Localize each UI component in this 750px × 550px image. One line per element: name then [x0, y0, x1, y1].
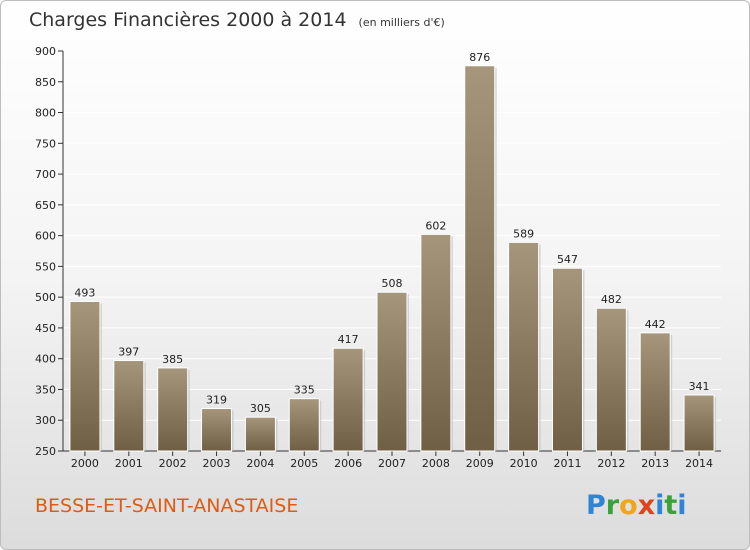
x-tick-label-2010: 2010 [510, 457, 538, 470]
x-tick-label-2009: 2009 [466, 457, 494, 470]
bar-2005 [288, 398, 320, 452]
value-label-2010: 589 [513, 227, 534, 240]
x-tick-label-2001: 2001 [115, 457, 143, 470]
value-label-2008: 602 [425, 219, 446, 232]
y-tick-label: 900 [35, 45, 56, 58]
chart-subtitle: (en milliers d'€) [358, 16, 445, 29]
tick-labels: 250 300 350 400 450 500 550 600 650 700 750 800 850 9… [35, 45, 713, 470]
bar-2006 [332, 347, 364, 452]
y-tick-label: 300 [35, 414, 56, 427]
y-tick-label: 500 [35, 291, 56, 304]
value-label-2001: 397 [118, 346, 139, 359]
bar-2014 [683, 394, 715, 452]
y-tick-label: 800 [35, 107, 56, 120]
bar-2000 [69, 300, 101, 452]
bar-2013 [639, 332, 671, 452]
x-tick-label-2006: 2006 [334, 457, 362, 470]
x-tick-label-2000: 2000 [71, 457, 99, 470]
value-label-2011: 547 [557, 253, 578, 266]
value-label-2002: 385 [162, 353, 183, 366]
value-label-2013: 442 [645, 318, 666, 331]
bar-2009 [464, 65, 496, 452]
y-tick-label: 550 [35, 260, 56, 273]
x-tick-label-2002: 2002 [159, 457, 187, 470]
x-tick-label-2014: 2014 [685, 457, 713, 470]
x-tick-label-2004: 2004 [246, 457, 274, 470]
bar-2003 [201, 408, 233, 452]
y-tick-label: 600 [35, 230, 56, 243]
bar-2012 [595, 307, 627, 452]
bar-2004 [244, 416, 276, 452]
title-text: Charges Financières 2000 à 2014 [29, 9, 347, 31]
x-tick-label-2007: 2007 [378, 457, 406, 470]
y-tick-label: 400 [35, 353, 56, 366]
y-tick-label: 700 [35, 168, 56, 181]
value-label-2004: 305 [250, 402, 271, 415]
y-tick-label: 750 [35, 137, 56, 150]
y-tick-label: 850 [35, 76, 56, 89]
commune-name: BESSE-ET-SAINT-ANASTAISE [35, 495, 299, 517]
value-label-2006: 417 [338, 333, 359, 346]
data-labels: 493 397 385 319 305 335 417 508 602 876 589 547 482 4… [74, 51, 709, 415]
x-tick-label-2008: 2008 [422, 457, 450, 470]
y-tick-label: 350 [35, 383, 56, 396]
value-label-2009: 876 [469, 51, 490, 64]
bar-2001 [113, 360, 145, 452]
x-tick-label-2003: 2003 [203, 457, 231, 470]
x-tick-label-2013: 2013 [641, 457, 669, 470]
bars [69, 65, 717, 452]
value-label-2003: 319 [206, 394, 227, 407]
value-label-2014: 341 [689, 380, 710, 393]
proxiti-logo: Proxiti [586, 490, 687, 521]
x-tick-label-2011: 2011 [553, 457, 581, 470]
bar-2007 [376, 291, 408, 452]
x-tick-label-2012: 2012 [597, 457, 625, 470]
y-tick-label: 450 [35, 322, 56, 335]
value-label-2012: 482 [601, 293, 622, 306]
value-label-2000: 493 [74, 286, 95, 299]
y-tick-label: 650 [35, 199, 56, 212]
bar-2011 [551, 267, 583, 452]
bar-2010 [508, 241, 540, 452]
value-label-2007: 508 [382, 277, 403, 290]
value-label-2005: 335 [294, 384, 315, 397]
bar-2008 [420, 233, 452, 452]
bar-2002 [157, 367, 189, 452]
x-tick-label-2005: 2005 [290, 457, 318, 470]
chart-title: Charges Financières 2000 à 2014 (en milli… [29, 9, 445, 31]
y-tick-label: 250 [35, 445, 56, 458]
